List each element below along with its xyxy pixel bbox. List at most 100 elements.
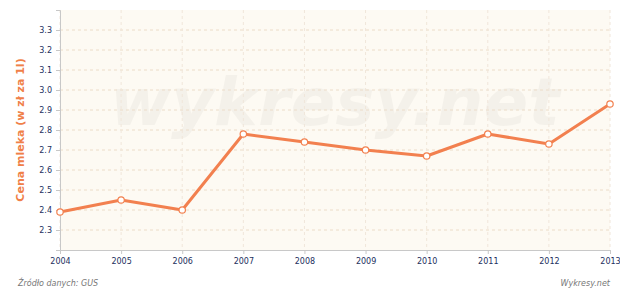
chart: wykresy.net 2.3 2.4 2.5 2.6 2.7 2.8 2.9 3.0 3.1 3.… (0, 0, 620, 292)
tick: 2.7 (39, 146, 60, 155)
tick-mark (182, 250, 183, 254)
tick-mark (56, 170, 60, 171)
marker (546, 141, 552, 147)
grid-line (548, 10, 549, 250)
tick-label: 3.3 (39, 26, 52, 35)
tick: 2.8 (39, 126, 60, 135)
tick-mark (56, 30, 60, 31)
tick-mark (610, 250, 611, 254)
x-axis: 2004 2005 2006 2007 2008 2009 2010 2011 2012 2013 (50, 250, 620, 266)
tick-mark (304, 250, 305, 254)
tick: 2007 (234, 250, 254, 266)
grid-line (610, 10, 611, 250)
grid-line (304, 10, 305, 250)
tick-mark (488, 250, 489, 254)
tick-label: 2010 (417, 257, 437, 266)
grid-line (60, 230, 610, 231)
tick: 2011 (478, 250, 498, 266)
tick-mark (366, 250, 367, 254)
grid-line (60, 30, 610, 31)
tick: 2008 (295, 250, 315, 266)
plot-background (60, 10, 610, 250)
tick-mark (60, 250, 61, 254)
tick: 2010 (417, 250, 437, 266)
tick-label: 2004 (50, 257, 70, 266)
tick-label: 2.9 (39, 106, 52, 115)
grid (60, 10, 610, 250)
tick-label: 2008 (295, 257, 315, 266)
marker (118, 197, 124, 203)
grid-line (60, 190, 610, 191)
credit: Wykresy.net (561, 279, 611, 288)
tick: 2012 (539, 250, 559, 266)
y-axis-title: Cena mleka (w zł za 1l) (14, 58, 27, 201)
marker (423, 153, 429, 159)
grid-line (426, 10, 427, 250)
tick-mark (56, 50, 60, 51)
grid-line (60, 50, 610, 51)
marker (57, 209, 63, 215)
tick-label: 2007 (234, 257, 254, 266)
grid-line (243, 10, 244, 250)
tick-mark (56, 90, 60, 91)
tick-mark (56, 150, 60, 151)
marker (301, 139, 307, 145)
tick-label: 2.3 (39, 226, 52, 235)
tick: 2013 (600, 250, 620, 266)
grid-line (365, 10, 366, 250)
watermark: wykresy.net (110, 64, 562, 141)
tick: 2005 (111, 250, 131, 266)
tick-mark (427, 250, 428, 254)
tick: 2006 (173, 250, 193, 266)
series (57, 101, 613, 215)
grid-line (60, 170, 610, 171)
tick-mark (549, 250, 550, 254)
tick: 3.3 (39, 26, 60, 35)
grid-line (60, 70, 610, 71)
axis-line (61, 251, 611, 255)
tick: 2.3 (39, 226, 60, 235)
grid-line (487, 10, 488, 250)
tick-label: 2006 (173, 257, 193, 266)
tick-label: 2.5 (39, 186, 52, 195)
tick: 3.1 (39, 66, 60, 75)
tick-label: 3.0 (39, 86, 52, 95)
line (60, 104, 610, 212)
tick-label: 2013 (600, 257, 620, 266)
marker (362, 147, 368, 153)
tick-mark (121, 250, 122, 254)
source: Źródło danych: GUS (17, 277, 98, 288)
grid-line (182, 10, 183, 250)
marker (240, 131, 246, 137)
tick: 2.5 (39, 186, 60, 195)
tick: 2.9 (39, 106, 60, 115)
tick: 2009 (356, 250, 376, 266)
tick-label: 3.2 (39, 46, 52, 55)
tick: 2.6 (39, 166, 60, 175)
tick-label: 2.6 (39, 166, 52, 175)
tick-mark (56, 110, 60, 111)
marker (485, 131, 491, 137)
grid-line (60, 110, 610, 111)
tick-label: 2.7 (39, 146, 52, 155)
grid-line (60, 210, 610, 211)
tick-label: 2011 (478, 257, 498, 266)
tick-label: 2012 (539, 257, 559, 266)
tick-mark (56, 130, 60, 131)
tick-mark (56, 230, 60, 231)
tick: 2004 (50, 250, 70, 266)
grid-line (60, 90, 610, 91)
grid-line (60, 130, 610, 131)
tick: 3.0 (39, 86, 60, 95)
tick-mark (56, 190, 60, 191)
marker (179, 207, 185, 213)
tick-label: 2005 (111, 257, 131, 266)
tick-mark (243, 250, 244, 254)
grid-line (60, 150, 610, 151)
tick-label: 2.8 (39, 126, 52, 135)
grid-line (121, 10, 122, 250)
tick: 3.2 (39, 46, 60, 55)
tick-label: 2.4 (39, 206, 52, 215)
marker (607, 101, 613, 107)
tick-mark (56, 70, 60, 71)
